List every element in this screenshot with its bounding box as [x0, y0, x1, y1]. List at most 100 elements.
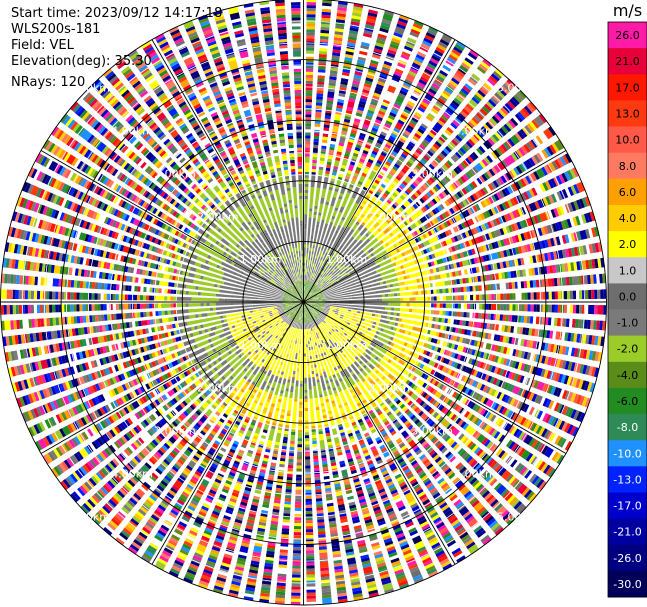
- velocity-cell: [354, 208, 362, 218]
- velocity-cell: [393, 343, 403, 351]
- velocity-cell: [383, 90, 394, 102]
- velocity-cell: [457, 149, 465, 157]
- velocity-cell: [315, 489, 322, 493]
- velocity-cell: [320, 288, 324, 291]
- velocity-cell: [416, 109, 424, 116]
- velocity-cell: [366, 161, 373, 167]
- velocity-cell: [425, 247, 431, 253]
- velocity-cell: [315, 354, 318, 359]
- velocity-cell: [413, 20, 424, 27]
- velocity-cell: [588, 289, 592, 299]
- velocity-cell: [306, 598, 317, 602]
- velocity-cell: [463, 143, 471, 151]
- velocity-cell: [365, 251, 370, 255]
- velocity-cell: [367, 254, 372, 259]
- velocity-cell: [456, 41, 466, 49]
- velocity-cell: [390, 168, 397, 174]
- velocity-cell: [585, 305, 589, 314]
- velocity-cell: [326, 249, 330, 254]
- velocity-cell: [399, 313, 424, 320]
- velocity-cell: [329, 146, 335, 151]
- velocity-cell: [411, 25, 422, 33]
- velocity-cell: [330, 196, 337, 207]
- velocity-cell: [347, 272, 351, 276]
- velocity-cell: [548, 194, 555, 204]
- velocity-cell: [533, 154, 541, 164]
- velocity-cell: [319, 223, 328, 245]
- velocity-cell: [365, 195, 371, 200]
- velocity-cell: [559, 156, 567, 166]
- velocity-cell: [323, 282, 332, 289]
- velocity-cell: [289, 342, 293, 346]
- velocity-cell: [523, 280, 528, 289]
- velocity-cell: [438, 192, 445, 199]
- velocity-cell: [432, 143, 440, 150]
- velocity-cell: [369, 133, 376, 138]
- velocity-cell: [473, 114, 482, 123]
- velocity-cell: [376, 116, 383, 122]
- velocity-cell: [554, 159, 562, 169]
- velocity-cell: [292, 373, 296, 378]
- velocity-cell: [457, 295, 462, 301]
- velocity-cell: [320, 29, 330, 34]
- velocity-cell: [341, 291, 345, 294]
- velocity-cell: [319, 372, 323, 376]
- velocity-cell: [400, 204, 407, 210]
- velocity-cell: [379, 281, 384, 285]
- velocity-cell: [464, 186, 471, 193]
- velocity-cell: [314, 258, 318, 265]
- velocity-cell: [318, 69, 326, 73]
- velocity-cell: [394, 307, 401, 312]
- velocity-cell: [444, 162, 451, 169]
- velocity-cell: [305, 132, 311, 136]
- velocity-cell: [346, 106, 354, 112]
- velocity-cell: [364, 256, 377, 265]
- velocity-cell: [365, 21, 376, 27]
- velocity-cell: [304, 283, 306, 287]
- velocity-cell: [313, 138, 319, 143]
- velocity-cell: [345, 51, 354, 56]
- velocity-cell: [374, 257, 385, 265]
- velocity-cell: [321, 457, 327, 462]
- velocity-cell: [347, 42, 356, 47]
- velocity-cell: [319, 160, 325, 165]
- velocity-cell: [310, 294, 314, 297]
- velocity-cell: [273, 410, 279, 421]
- velocity-cell: [304, 408, 309, 412]
- velocity-cell: [372, 124, 380, 130]
- velocity-cell: [563, 304, 568, 313]
- velocity-cell: [566, 304, 571, 314]
- velocity-cell: [327, 155, 333, 160]
- velocity-cell: [304, 162, 310, 172]
- velocity-cell: [465, 277, 469, 284]
- velocity-cell: [297, 353, 301, 363]
- velocity-cell: [310, 288, 320, 297]
- velocity-cell: [361, 91, 369, 97]
- velocity-cell: [444, 211, 450, 218]
- velocity-cell: [409, 297, 416, 301]
- velocity-cell: [322, 276, 326, 280]
- velocity-cell: [306, 50, 314, 54]
- velocity-cell: [313, 233, 318, 243]
- velocity-cell: [395, 68, 404, 74]
- velocity-cell: [331, 280, 338, 285]
- velocity-cell: [313, 461, 319, 466]
- velocity-cell: [470, 294, 474, 301]
- velocity-cell: [455, 134, 463, 142]
- velocity-cell: [479, 303, 483, 310]
- velocity-cell: [310, 340, 313, 347]
- velocity-cell: [306, 589, 316, 593]
- velocity-cell: [428, 131, 436, 139]
- velocity-cell: [459, 64, 469, 73]
- velocity-cell: [282, 525, 290, 529]
- velocity-cell: [357, 224, 364, 231]
- velocity-cell: [305, 77, 313, 81]
- velocity-cell: [569, 304, 574, 314]
- velocity-cell: [311, 431, 316, 436]
- velocity-cell: [339, 206, 345, 213]
- velocity-cell: [572, 304, 577, 314]
- velocity-cell: [304, 377, 307, 384]
- velocity-cell: [464, 198, 471, 205]
- velocity-cell: [394, 217, 402, 225]
- velocity-cell: [288, 458, 294, 463]
